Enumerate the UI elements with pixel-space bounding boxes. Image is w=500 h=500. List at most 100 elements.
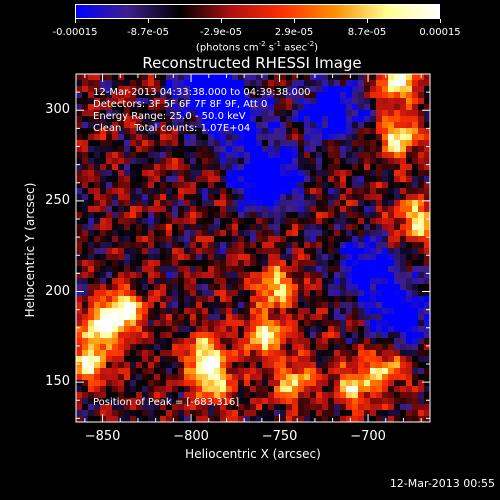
heatmap-cell (88, 212, 94, 218)
heatmap-cell (154, 104, 160, 110)
heatmap-cell (100, 350, 106, 356)
heatmap-cell (364, 260, 370, 266)
heatmap-cell (340, 188, 346, 194)
heatmap-cell (262, 248, 268, 254)
heatmap-cell (340, 374, 346, 380)
heatmap-cell (154, 338, 160, 344)
heatmap-cell (118, 362, 124, 368)
heatmap-cell (76, 182, 82, 188)
heatmap-cell (124, 74, 130, 80)
heatmap-cell (268, 392, 274, 398)
heatmap-cell (322, 110, 328, 116)
heatmap-cell (220, 146, 226, 152)
heatmap-cell (232, 410, 238, 416)
heatmap-cell (184, 248, 190, 254)
heatmap-cell (262, 116, 268, 122)
heatmap-cell (154, 272, 160, 278)
heatmap-cell (166, 386, 172, 392)
heatmap-cell (88, 146, 94, 152)
heatmap-cell (298, 344, 304, 350)
heatmap-cell (172, 398, 178, 404)
heatmap-cell (304, 92, 310, 98)
heatmap-cell (220, 320, 226, 326)
heatmap-cell (232, 134, 238, 140)
heatmap-cell (100, 314, 106, 320)
heatmap-cell (376, 230, 382, 236)
heatmap-cell (280, 230, 286, 236)
heatmap-cell (280, 416, 286, 422)
heatmap-cell (328, 308, 334, 314)
heatmap-cell (418, 362, 424, 368)
heatmap-cell (268, 194, 274, 200)
heatmap-cell (220, 158, 226, 164)
heatmap-cell (226, 278, 232, 284)
heatmap-cell (412, 158, 418, 164)
heatmap-cell (316, 128, 322, 134)
heatmap-cell (88, 350, 94, 356)
heatmap-cell (334, 320, 340, 326)
heatmap-cell (328, 128, 334, 134)
heatmap-cell (304, 104, 310, 110)
info-detectors: Detectors: 3F 5F 6F 7F 8F 9F, Att 0 (93, 99, 268, 110)
heatmap-cell (178, 386, 184, 392)
heatmap-cell (112, 116, 118, 122)
heatmap-cell (166, 176, 172, 182)
heatmap-cell (208, 380, 214, 386)
heatmap-cell (94, 206, 100, 212)
heatmap-cell (280, 386, 286, 392)
heatmap-cell (220, 230, 226, 236)
heatmap-cell (400, 368, 406, 374)
heatmap-cell (100, 170, 106, 176)
heatmap-cell (316, 386, 322, 392)
heatmap-cell (184, 392, 190, 398)
heatmap-cell (238, 206, 244, 212)
heatmap-cell (208, 350, 214, 356)
heatmap-cell (250, 194, 256, 200)
heatmap-cell (250, 284, 256, 290)
heatmap-cell (112, 224, 118, 230)
heatmap-cell (280, 224, 286, 230)
heatmap-cell (262, 350, 268, 356)
heatmap-cell (346, 230, 352, 236)
heatmap-cell (322, 380, 328, 386)
heatmap-cell (160, 416, 166, 422)
heatmap-cell (142, 374, 148, 380)
heatmap-cell (358, 218, 364, 224)
heatmap-cell (400, 116, 406, 122)
heatmap-cell (316, 278, 322, 284)
heatmap-cell (250, 104, 256, 110)
heatmap-cell (76, 110, 82, 116)
heatmap-cell (136, 290, 142, 296)
heatmap-cell (334, 410, 340, 416)
heatmap-cell (418, 212, 424, 218)
heatmap-cell (298, 176, 304, 182)
heatmap-cell (136, 380, 142, 386)
heatmap-cell (172, 242, 178, 248)
heatmap-cell (268, 404, 274, 410)
heatmap-cell (352, 128, 358, 134)
heatmap-cell (376, 362, 382, 368)
heatmap-cell (310, 368, 316, 374)
heatmap-cell (184, 326, 190, 332)
heatmap-cell (310, 164, 316, 170)
heatmap-cell (256, 74, 262, 80)
heatmap-cell (208, 212, 214, 218)
heatmap-cell (82, 302, 88, 308)
heatmap-cell (130, 392, 136, 398)
heatmap-cell (388, 326, 394, 332)
heatmap-cell (364, 326, 370, 332)
heatmap-cell (226, 308, 232, 314)
heatmap-cell (412, 218, 418, 224)
heatmap-cell (100, 374, 106, 380)
heatmap-cell (316, 416, 322, 422)
heatmap-cell (172, 320, 178, 326)
heatmap-cell (136, 188, 142, 194)
heatmap-cell (370, 392, 376, 398)
heatmap-cell (82, 392, 88, 398)
heatmap-cell (124, 380, 130, 386)
heatmap-cell (118, 110, 124, 116)
heatmap-cell (112, 404, 118, 410)
heatmap-cell (100, 254, 106, 260)
heatmap-cell (118, 326, 124, 332)
heatmap-cell (250, 326, 256, 332)
